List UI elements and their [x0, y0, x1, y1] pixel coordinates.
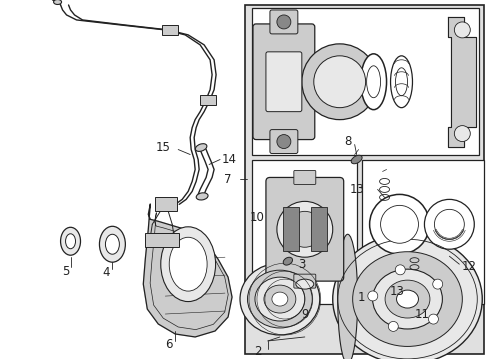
- Ellipse shape: [295, 279, 313, 289]
- Ellipse shape: [240, 263, 319, 335]
- FancyBboxPatch shape: [252, 24, 314, 140]
- Ellipse shape: [366, 66, 380, 98]
- Circle shape: [313, 56, 365, 108]
- Circle shape: [380, 205, 418, 243]
- FancyBboxPatch shape: [265, 52, 301, 112]
- Circle shape: [424, 199, 473, 249]
- Bar: [145, 233, 179, 247]
- Ellipse shape: [337, 234, 357, 360]
- Polygon shape: [447, 17, 475, 147]
- Circle shape: [433, 210, 464, 239]
- Circle shape: [427, 314, 438, 324]
- FancyBboxPatch shape: [293, 171, 315, 184]
- Text: 10: 10: [249, 211, 264, 224]
- Bar: [251, 8, 478, 154]
- Circle shape: [286, 211, 322, 247]
- Ellipse shape: [254, 277, 304, 321]
- Ellipse shape: [196, 193, 207, 200]
- Ellipse shape: [99, 226, 125, 262]
- Circle shape: [276, 15, 290, 29]
- FancyBboxPatch shape: [269, 130, 297, 153]
- Circle shape: [369, 194, 428, 254]
- Ellipse shape: [372, 269, 442, 329]
- Ellipse shape: [384, 280, 429, 318]
- Circle shape: [367, 291, 377, 301]
- Text: 7: 7: [224, 173, 231, 186]
- Ellipse shape: [283, 257, 292, 265]
- Text: 6: 6: [165, 338, 173, 351]
- Ellipse shape: [352, 252, 461, 346]
- Ellipse shape: [105, 234, 119, 254]
- Ellipse shape: [195, 144, 206, 152]
- Circle shape: [453, 22, 469, 38]
- Bar: [251, 159, 356, 304]
- Circle shape: [387, 321, 397, 332]
- Ellipse shape: [271, 292, 287, 306]
- Text: 13: 13: [349, 183, 364, 196]
- Text: 11: 11: [414, 307, 429, 320]
- Bar: [200, 95, 216, 105]
- Ellipse shape: [161, 227, 215, 302]
- FancyBboxPatch shape: [269, 10, 297, 34]
- Text: 4: 4: [102, 266, 110, 279]
- Circle shape: [394, 265, 405, 275]
- Text: 9: 9: [301, 307, 308, 320]
- Bar: [282, 207, 298, 251]
- Ellipse shape: [396, 290, 418, 308]
- Text: 15: 15: [156, 141, 170, 154]
- Text: 14: 14: [222, 153, 237, 166]
- Polygon shape: [143, 204, 232, 337]
- FancyBboxPatch shape: [293, 274, 315, 288]
- Text: 8: 8: [343, 135, 351, 148]
- Circle shape: [301, 44, 377, 120]
- Circle shape: [276, 135, 290, 149]
- Text: 1: 1: [357, 291, 365, 303]
- Bar: [162, 25, 178, 35]
- Bar: [155, 197, 177, 211]
- Ellipse shape: [61, 227, 81, 255]
- FancyBboxPatch shape: [265, 177, 343, 281]
- Text: 12: 12: [460, 260, 475, 273]
- Ellipse shape: [247, 270, 312, 328]
- Text: 3: 3: [297, 258, 305, 271]
- Ellipse shape: [264, 285, 295, 313]
- Ellipse shape: [350, 155, 362, 164]
- Bar: [310, 207, 326, 251]
- Text: 13: 13: [389, 285, 404, 298]
- Bar: [361, 159, 483, 304]
- Ellipse shape: [169, 237, 207, 291]
- Circle shape: [276, 201, 332, 257]
- Ellipse shape: [360, 54, 386, 110]
- Ellipse shape: [54, 0, 61, 4]
- Text: 5: 5: [62, 265, 69, 278]
- Ellipse shape: [390, 56, 412, 108]
- Bar: [244, 5, 483, 354]
- Circle shape: [432, 279, 442, 289]
- Circle shape: [453, 126, 469, 141]
- Ellipse shape: [395, 68, 407, 96]
- Text: 2: 2: [254, 345, 261, 359]
- Ellipse shape: [65, 234, 75, 249]
- Ellipse shape: [332, 234, 481, 360]
